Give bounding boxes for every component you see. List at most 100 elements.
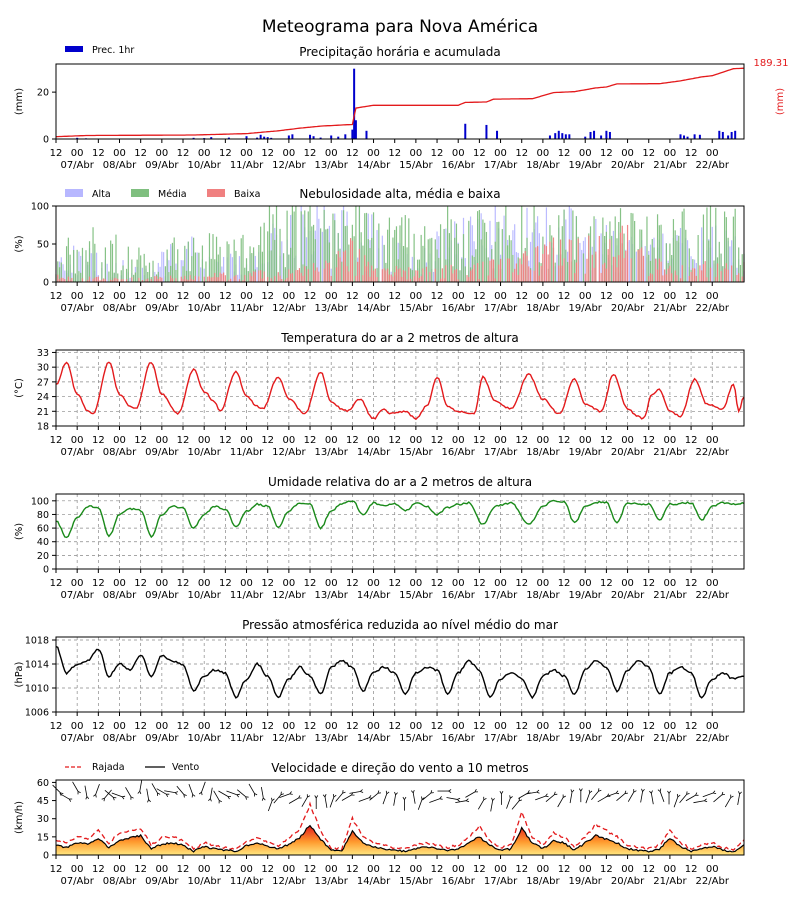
clouds-bar-média: [411, 270, 413, 282]
wind-direction-arrow: [248, 783, 255, 794]
wind-x-tick-label: 12: [558, 864, 571, 875]
clouds-bar-média: [538, 262, 540, 282]
clouds-bar-alta: [200, 267, 202, 282]
clouds-bar-baixa: [208, 276, 211, 282]
wind-direction-arrowhead: [112, 796, 117, 801]
clouds-bar-baixa: [145, 279, 147, 282]
clouds-bar-média: [614, 216, 616, 282]
clouds-bar-baixa: [342, 251, 345, 282]
temperature-y-tick-label: 24: [37, 392, 49, 403]
clouds-bar-baixa: [316, 267, 318, 282]
temperature-date-label: 14/Abr: [357, 447, 391, 458]
clouds-bar-média: [117, 273, 119, 282]
temperature-x-tick-label: 12: [50, 435, 63, 446]
clouds-bar-baixa: [372, 270, 375, 282]
clouds-bar-alta: [701, 227, 703, 282]
clouds-legend-label: Baixa: [234, 189, 260, 200]
clouds-bar-baixa: [390, 274, 392, 282]
clouds-bar-média: [725, 217, 727, 282]
clouds-bar-baixa: [519, 258, 521, 282]
precip-x-tick-label: 12: [304, 148, 317, 159]
precip-date-label: 22/Abr: [696, 160, 730, 171]
precip-date-label: 11/Abr: [230, 160, 264, 171]
humidity-x-tick-label: 00: [621, 578, 634, 589]
precip-x-tick-label: 00: [579, 148, 592, 159]
humidity-x-tick-label: 12: [219, 578, 232, 589]
clouds-bar-baixa: [439, 278, 442, 282]
precip-bar: [584, 136, 587, 139]
clouds-bar-média: [94, 243, 96, 282]
temperature-title: Temperatura do ar a 2 metros de altura: [280, 331, 519, 345]
precip-bar: [319, 137, 322, 139]
clouds-bar-baixa: [563, 258, 565, 282]
wind-direction-arrowhead: [588, 789, 593, 794]
clouds-bar-baixa: [669, 265, 671, 282]
clouds-bar-baixa: [277, 272, 279, 282]
clouds-frame: [55, 205, 745, 283]
clouds-bar-alta: [579, 242, 581, 282]
wind-direction-arrow: [511, 800, 520, 810]
clouds-bar-média: [194, 252, 196, 282]
clouds-bar-alta: [686, 240, 689, 282]
temperature-x-tick-label: 12: [92, 435, 105, 446]
clouds-bar-média: [651, 239, 653, 282]
precip-date-label: 20/Abr: [611, 160, 645, 171]
clouds-x-tick-label: 12: [219, 291, 232, 302]
precip-x-tick-label: 12: [515, 148, 528, 159]
clouds-bar-alta: [159, 266, 161, 282]
clouds-bar-média: [355, 206, 357, 282]
clouds-bar-média: [505, 206, 507, 282]
clouds-bar-média: [672, 219, 675, 282]
clouds-bar-média: [286, 210, 288, 282]
clouds-bar-baixa: [318, 271, 320, 282]
clouds-bar-média: [228, 244, 230, 282]
clouds-bar-baixa: [58, 279, 61, 282]
clouds-bar-média: [395, 226, 398, 282]
precip-bar: [227, 137, 230, 139]
wind-direction-arrow: [679, 794, 687, 804]
clouds-bar-alta: [321, 231, 323, 282]
wind-direction-arrowhead: [236, 793, 240, 798]
temperature-date-label: 09/Abr: [145, 447, 179, 458]
temperature-x-tick-label: 00: [155, 435, 168, 446]
humidity-date-label: 18/Abr: [526, 590, 560, 601]
clouds-bar-baixa: [161, 277, 163, 282]
clouds-bar-baixa: [489, 260, 491, 282]
clouds-bar-média: [145, 265, 147, 282]
clouds-bar-baixa: [131, 277, 133, 282]
wind-direction-arrow: [139, 780, 143, 792]
clouds-bar-média: [67, 237, 69, 282]
clouds-bar-média: [367, 239, 369, 282]
temperature-x-tick-label: 12: [346, 435, 359, 446]
clouds-bar-média: [217, 254, 219, 282]
wind-direction-arrow: [111, 792, 123, 798]
clouds-bar-média: [348, 244, 350, 282]
clouds-x-tick-label: 12: [642, 291, 655, 302]
wind-direction-arrow: [557, 797, 564, 808]
wind-x-tick-label: 12: [346, 864, 359, 875]
clouds-bar-média: [575, 216, 578, 282]
temperature-x-tick-label: 00: [621, 435, 634, 446]
pressure-x-tick-label: 12: [473, 721, 486, 732]
precip-bar: [256, 137, 259, 139]
clouds-bar-média: [122, 265, 124, 282]
precip-bar: [270, 137, 273, 139]
clouds-bar-alta: [731, 240, 733, 282]
clouds-bar-baixa: [230, 278, 232, 282]
wind-date-label: 16/Abr: [442, 876, 476, 887]
wind-x-tick-label: 00: [621, 864, 634, 875]
wind-direction-arrowhead: [624, 790, 628, 794]
clouds-bar-baixa: [559, 239, 562, 282]
clouds-bar-baixa: [238, 279, 241, 282]
clouds-bar-baixa: [626, 224, 629, 282]
clouds-bar-baixa: [339, 257, 341, 282]
clouds-bar-baixa: [695, 275, 697, 282]
temperature-x-tick-label: 00: [282, 435, 295, 446]
wind-direction-arrowhead: [377, 790, 381, 794]
clouds-bar-média: [658, 225, 660, 282]
clouds-bar-baixa: [395, 266, 398, 282]
humidity-x-tick-label: 00: [706, 578, 719, 589]
clouds-bar-média: [171, 242, 174, 282]
clouds-bar-baixa: [637, 250, 639, 282]
precip-x-tick-label: 00: [325, 148, 338, 159]
